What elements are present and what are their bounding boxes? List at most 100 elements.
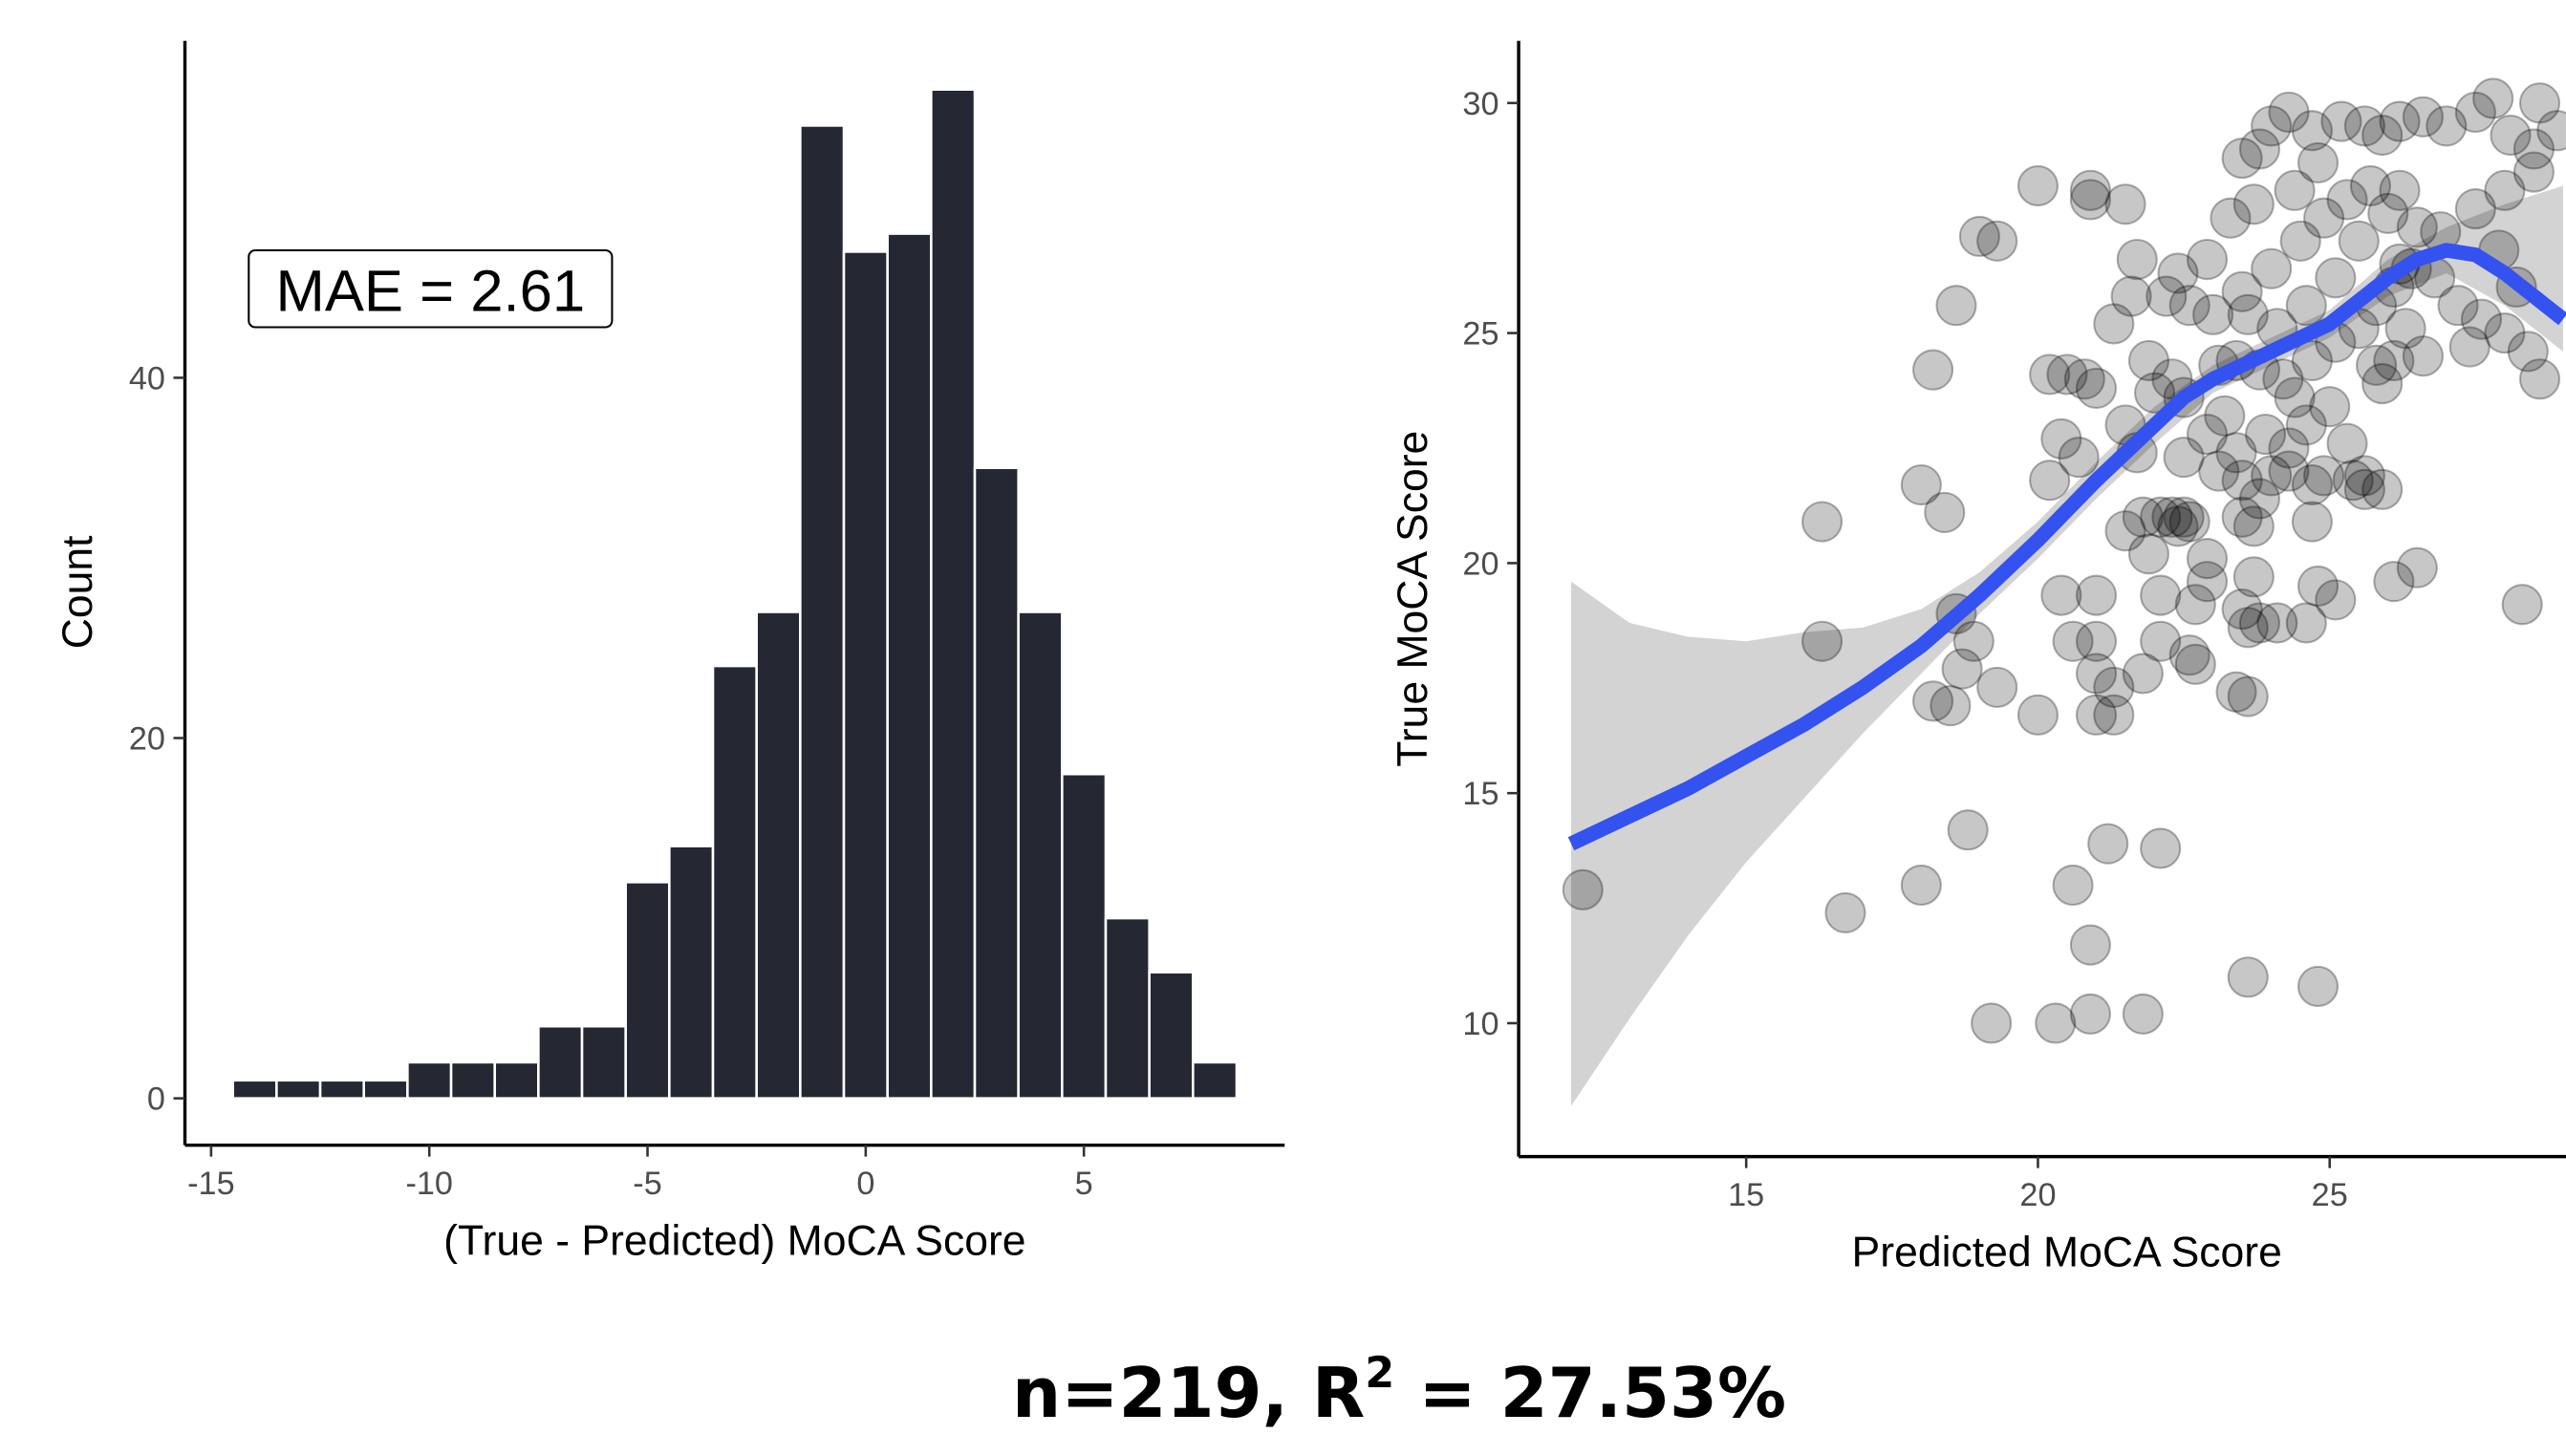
point xyxy=(2326,179,2368,221)
point xyxy=(2075,367,2118,409)
y-tick-label: 40 xyxy=(129,360,165,396)
point xyxy=(2122,993,2164,1035)
point xyxy=(2192,293,2234,335)
annotation: MAE = 2.61 xyxy=(276,258,586,324)
y-tick-label: 10 xyxy=(1462,1006,1499,1042)
point xyxy=(2379,169,2421,211)
point xyxy=(2168,501,2210,543)
bar xyxy=(406,1060,453,1100)
point xyxy=(2320,100,2362,142)
point xyxy=(2046,353,2088,396)
point xyxy=(2484,169,2526,211)
point xyxy=(2069,169,2111,211)
point xyxy=(2448,326,2491,368)
point xyxy=(2291,339,2333,382)
point xyxy=(2268,427,2310,469)
point xyxy=(2052,864,2094,907)
y-tick-label: 0 xyxy=(147,1081,165,1118)
bar xyxy=(493,1060,540,1100)
bar xyxy=(755,610,802,1100)
point xyxy=(2221,460,2263,502)
point xyxy=(2361,468,2404,510)
bar xyxy=(362,1079,409,1100)
point xyxy=(2262,358,2304,400)
point xyxy=(2186,413,2229,456)
point xyxy=(2029,460,2071,502)
point xyxy=(2251,455,2293,497)
bar xyxy=(711,664,758,1100)
point xyxy=(2227,293,2269,335)
point xyxy=(2168,634,2210,676)
bar xyxy=(930,88,977,1100)
point xyxy=(2210,197,2252,239)
point xyxy=(2035,1002,2077,1044)
y-tick-label: 20 xyxy=(129,721,165,758)
point xyxy=(2174,584,2216,626)
bar xyxy=(449,1060,496,1100)
point xyxy=(2232,183,2275,225)
bar xyxy=(1192,1060,1239,1100)
point xyxy=(2361,114,2404,157)
bar xyxy=(1061,772,1108,1100)
point xyxy=(2343,468,2385,510)
point xyxy=(1911,349,1954,391)
plot: 15 20 25 10 15 20 25 30 Predicted MoCA Score True… xyxy=(1390,40,2566,1275)
bar xyxy=(318,1079,366,1100)
bar xyxy=(231,1079,278,1100)
point xyxy=(2163,437,2205,479)
point xyxy=(2174,643,2216,685)
point xyxy=(2343,105,2385,147)
point xyxy=(2338,220,2380,262)
y-tick-label: 30 xyxy=(1462,86,1499,122)
point xyxy=(2315,579,2357,621)
point xyxy=(2151,496,2193,538)
point xyxy=(2291,501,2333,543)
point xyxy=(2309,386,2351,428)
x-tick-label: 25 xyxy=(2312,1177,2348,1213)
point xyxy=(2221,138,2263,180)
point xyxy=(2251,105,2293,147)
x-tick-label: 5 xyxy=(1075,1166,1093,1202)
bar xyxy=(537,1024,584,1100)
point xyxy=(2093,694,2135,736)
plot-area xyxy=(231,88,1239,1100)
point xyxy=(2069,179,2111,221)
point xyxy=(2251,247,2293,289)
point xyxy=(2122,653,2164,695)
point xyxy=(2396,206,2438,248)
point xyxy=(2291,110,2333,152)
y-tick-label: 20 xyxy=(1462,546,1499,582)
point xyxy=(2140,827,2182,869)
x-axis-title: (True - Predicted) MoCA Score xyxy=(443,1217,1025,1264)
y-axis-title: True MoCA Score xyxy=(1390,431,1436,767)
point xyxy=(1900,864,1942,907)
point xyxy=(2087,823,2129,865)
point xyxy=(2454,91,2496,134)
point xyxy=(1976,666,2018,709)
x-tick-label: -5 xyxy=(633,1166,661,1202)
point xyxy=(2069,924,2111,966)
x-tick-label: 0 xyxy=(856,1166,874,1202)
point xyxy=(2140,574,2182,616)
point xyxy=(1924,491,1966,534)
point xyxy=(2075,574,2118,616)
point xyxy=(2075,694,2118,736)
x-tick-label: 15 xyxy=(1728,1177,1764,1213)
bar xyxy=(842,250,889,1100)
point xyxy=(2454,188,2496,230)
point xyxy=(2460,298,2503,340)
bar xyxy=(1148,971,1195,1100)
point xyxy=(2127,339,2170,382)
point xyxy=(2040,574,2082,616)
point xyxy=(2303,197,2345,239)
point xyxy=(1947,809,1989,851)
smooth-line xyxy=(1567,243,2566,851)
point xyxy=(2122,496,2164,538)
point xyxy=(2256,602,2298,644)
y-tick-label: 15 xyxy=(1462,776,1499,812)
point xyxy=(2075,653,2118,695)
point xyxy=(2016,694,2059,736)
point xyxy=(2367,192,2409,234)
